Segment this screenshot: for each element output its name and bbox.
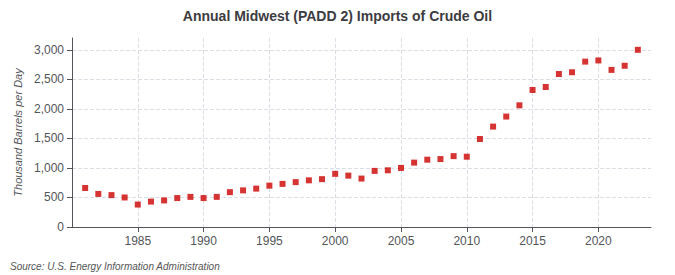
svg-text:Source: U.S. Energy Informatio: Source: U.S. Energy Information Administ…: [10, 261, 220, 272]
svg-text:500: 500: [44, 190, 64, 204]
svg-text:1985: 1985: [124, 234, 151, 248]
svg-text:2005: 2005: [388, 234, 415, 248]
svg-text:1,000: 1,000: [34, 161, 64, 175]
svg-text:2000: 2000: [322, 234, 349, 248]
svg-text:2,000: 2,000: [34, 102, 64, 116]
svg-text:2010: 2010: [453, 234, 480, 248]
svg-text:2015: 2015: [519, 234, 546, 248]
svg-text:Thousand Barrels per Day: Thousand Barrels per Day: [12, 67, 24, 197]
svg-text:1995: 1995: [256, 234, 283, 248]
svg-text:1,500: 1,500: [34, 131, 64, 145]
svg-text:Annual Midwest (PADD 2) Import: Annual Midwest (PADD 2) Imports of Crude…: [183, 8, 492, 24]
svg-text:3,000: 3,000: [34, 43, 64, 57]
svg-text:1990: 1990: [190, 234, 217, 248]
svg-text:2,500: 2,500: [34, 72, 64, 86]
svg-text:0: 0: [57, 220, 64, 234]
svg-text:2020: 2020: [585, 234, 612, 248]
